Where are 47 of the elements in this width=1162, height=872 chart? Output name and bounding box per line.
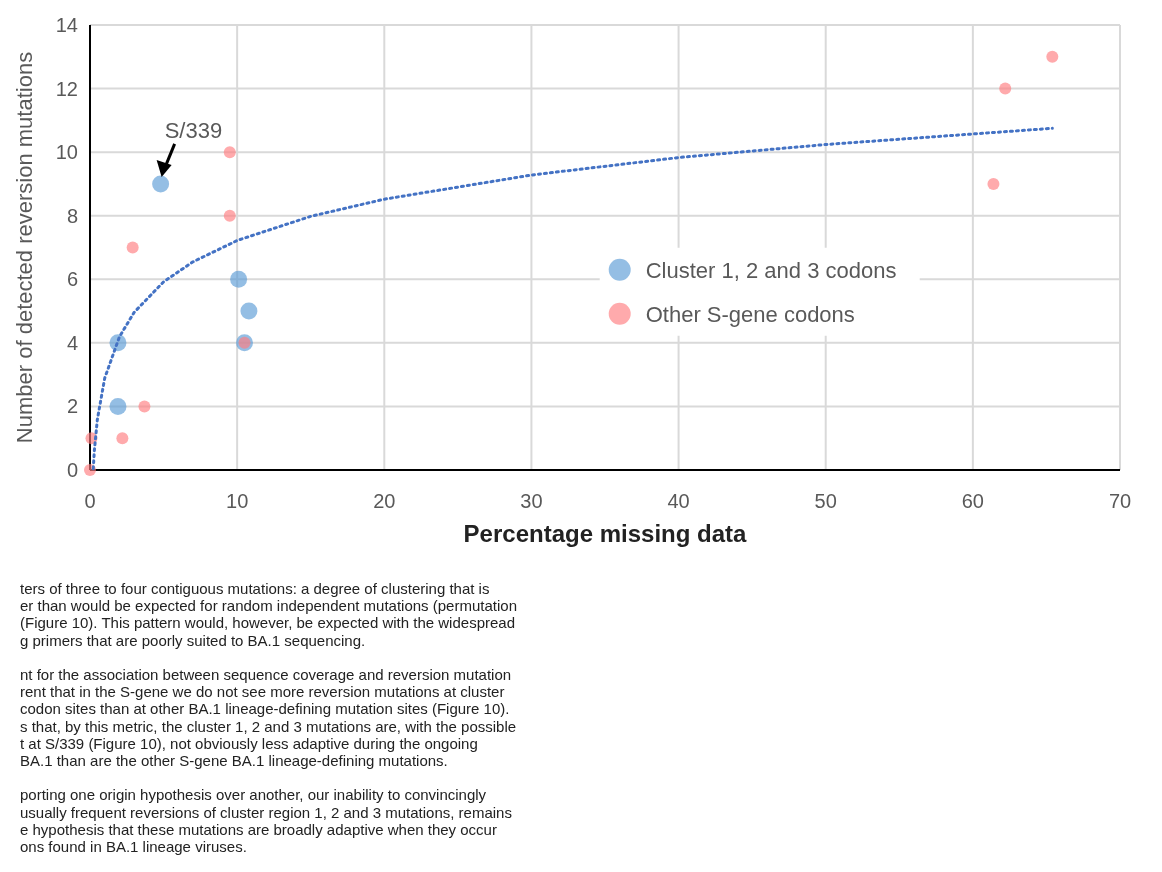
x-tick-label: 20: [373, 490, 396, 512]
point: [223, 146, 236, 159]
text: BA.1 than are the other S-gene BA.1 lineage-defining mutations.: [20, 752, 448, 769]
point: [999, 82, 1012, 95]
text: e hypothesis that these mutations are broadly adaptive when they occur: [20, 820, 497, 838]
legend-label: Cluster 1, 2 and 3 codons: [645, 257, 897, 283]
point: [109, 397, 127, 415]
text: (Figure 10). This pattern would, however, be expected with the widespread: [20, 614, 515, 632]
text: porting one origin hypothesis over another, our inability to convincingly: [20, 786, 487, 804]
y-tick-label: 2: [66, 395, 78, 418]
x-tick-label: 50: [814, 490, 837, 512]
point: [1046, 50, 1059, 63]
text: codon sites than at other BA.1 lineage-defining mutation sites (Figure 10).: [20, 700, 510, 718]
point: [116, 432, 129, 445]
text: s that, by this metric, the cluster 1, 2 and 3 mutations are, with the possible: [20, 717, 517, 735]
text: ters of three to four contiguous mutations: a degree of clustering that is: [20, 580, 490, 597]
text: er than would be expected for random independent mutations (permutation: [20, 597, 517, 615]
y-tick-label: 10: [55, 141, 78, 164]
legend-label: Other S-gene codons: [645, 301, 855, 327]
x-tick-label: 10: [226, 490, 249, 512]
y-tick-label: 6: [66, 268, 78, 291]
x-tick-label: 30: [520, 490, 543, 512]
y-tick-label: 14: [55, 14, 78, 36]
x-tick-label: 70: [1108, 490, 1132, 512]
text: nt for the association between sequence coverage and reversion mutation: [20, 666, 512, 683]
point: [126, 241, 139, 254]
text: g primers that are poorly suited to BA.1 sequencing.: [20, 631, 366, 649]
point: [223, 209, 236, 222]
x-tick-label: 60: [961, 490, 984, 512]
text: t at S/339 (Figure 10), not obviously less adaptive during the ongoing: [20, 734, 478, 752]
y-tick-label: 4: [66, 331, 78, 354]
y-axis-title: Number of detected reversion mutations: [12, 51, 37, 444]
text: usually frequent reversions of cluster region 1, 2 and 3 mutations, remains: [20, 803, 512, 821]
point: [240, 302, 258, 320]
text: ons found in BA.1 lineage viruses.: [20, 838, 247, 855]
x-tick-label: 40: [667, 490, 690, 512]
x-tick-label: 0: [84, 490, 96, 512]
point: [987, 177, 1000, 190]
text: rent that in the S-gene we do not see more reversion mutations at cluster: [20, 683, 505, 701]
y-tick-label: 12: [55, 77, 78, 100]
point: [230, 270, 248, 288]
point: [138, 400, 151, 413]
y-tick-label: 8: [66, 204, 78, 227]
annotation: S/339: [164, 117, 223, 143]
y-tick-label: 0: [66, 459, 78, 481]
point: [152, 175, 170, 193]
x-axis-title: Percentage missing data: [463, 520, 748, 547]
